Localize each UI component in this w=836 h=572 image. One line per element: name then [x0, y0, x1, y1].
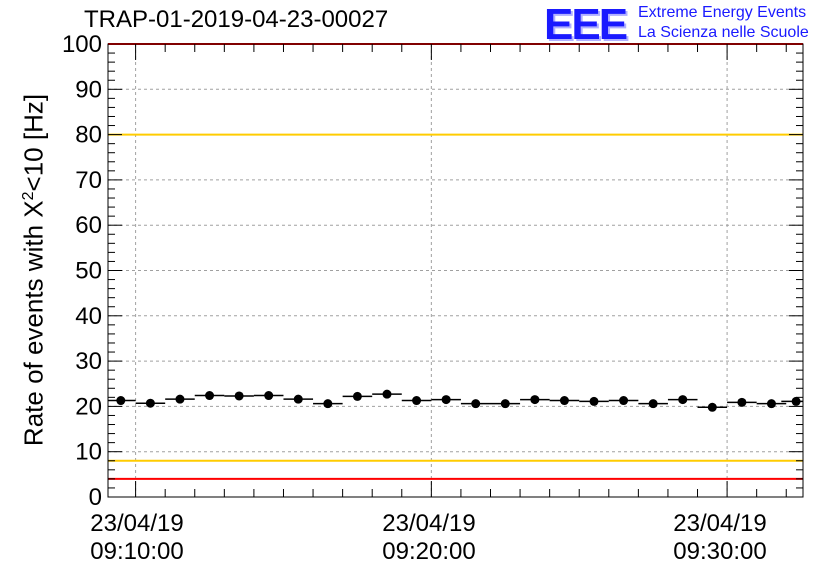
x-tick-date: 23/04/19: [90, 510, 184, 537]
x-tick-time: 09:10:00: [90, 538, 184, 565]
y-tick-label: 80: [75, 122, 102, 149]
data-point: [608, 396, 639, 406]
data-marker: [205, 391, 215, 401]
data-point: [781, 396, 803, 406]
data-point: [727, 397, 757, 407]
data-point: [431, 395, 461, 405]
y-axis-label-prefix: Rate of events with: [18, 217, 49, 447]
data-point: [283, 394, 314, 404]
grid-lines: [108, 44, 803, 497]
run-title: TRAP-01-2019-04-23-00027: [84, 6, 389, 33]
y-tick-label: 10: [75, 439, 102, 466]
x-tick-time: 09:30:00: [673, 538, 767, 565]
eee-logo: EEE Extreme Energy Events La Scienza nel…: [544, 0, 834, 49]
y-tick-label: 90: [75, 76, 102, 103]
y-tick-label: 70: [75, 167, 102, 194]
data-point: [224, 391, 254, 401]
data-point: [579, 396, 609, 406]
y-tick-label: 20: [75, 393, 102, 420]
data-point: [638, 399, 668, 409]
data-point: [165, 394, 195, 404]
data-marker: [323, 399, 333, 409]
data-point: [342, 391, 373, 401]
reference-lines: [108, 43, 803, 480]
x-tick-date: 23/04/19: [382, 510, 476, 537]
y-tick-label: 100: [62, 31, 102, 58]
data-point: [549, 396, 580, 406]
data-marker: [791, 396, 801, 406]
data-marker: [678, 395, 688, 405]
data-marker: [382, 389, 392, 399]
data-marker: [737, 397, 747, 407]
data-marker: [175, 394, 185, 404]
data-point: [108, 396, 136, 406]
logo-line-2: La Scienza nelle Scuole: [638, 24, 809, 41]
data-marker: [412, 396, 422, 406]
data-marker: [441, 395, 451, 405]
x-tick-label-2: 23/04/19 09:20:00: [382, 510, 475, 566]
y-axis-label-symbol: X: [18, 200, 49, 218]
y-tick-labels: 0 10 20 30 40 50 60 70 80 90 100: [62, 31, 102, 511]
x-tick-time: 09:20:00: [382, 538, 476, 565]
data-marker: [471, 399, 481, 409]
y-axis-label-sup: 2: [19, 191, 37, 201]
logo-line-1: Extreme Energy Events: [638, 4, 807, 21]
data-marker: [352, 391, 362, 401]
data-point: [372, 389, 402, 399]
data-marker: [589, 396, 599, 406]
data-point: [460, 399, 491, 409]
data-marker: [766, 399, 776, 409]
data-point: [667, 395, 698, 405]
data-point: [313, 399, 343, 409]
data-point: [490, 399, 521, 409]
axis-ticks: [108, 43, 803, 498]
data-point: [401, 396, 432, 406]
data-point: [520, 395, 550, 405]
data-points: [108, 389, 803, 412]
data-marker: [145, 398, 155, 408]
data-point: [135, 398, 166, 408]
y-tick-label: 0: [89, 484, 102, 511]
data-marker: [530, 395, 540, 405]
data-point: [756, 399, 787, 409]
data-marker: [116, 396, 126, 406]
data-marker: [619, 396, 629, 406]
x-tick-label-3: 23/04/19 09:30:00: [673, 510, 766, 566]
data-marker: [500, 399, 510, 409]
y-tick-label: 60: [75, 212, 102, 239]
data-marker: [264, 391, 274, 401]
data-point: [194, 391, 225, 401]
y-tick-label: 30: [75, 348, 102, 375]
data-marker: [559, 396, 569, 406]
data-marker: [293, 394, 303, 404]
data-marker: [234, 391, 244, 401]
y-axis-label: Rate of events with X2<10 [Hz]: [19, 94, 50, 446]
eee-logo-mark: EEE: [544, 0, 628, 49]
data-point: [253, 391, 284, 401]
data-marker: [707, 402, 717, 412]
x-tick-label-1: 23/04/19 09:10:00: [90, 510, 183, 566]
data-marker: [648, 399, 658, 409]
y-axis-label-suffix: <10 [Hz]: [18, 93, 49, 192]
y-tick-label: 50: [75, 258, 102, 285]
x-tick-date: 23/04/19: [673, 510, 767, 537]
y-tick-label: 40: [75, 303, 102, 330]
data-point: [697, 402, 728, 412]
